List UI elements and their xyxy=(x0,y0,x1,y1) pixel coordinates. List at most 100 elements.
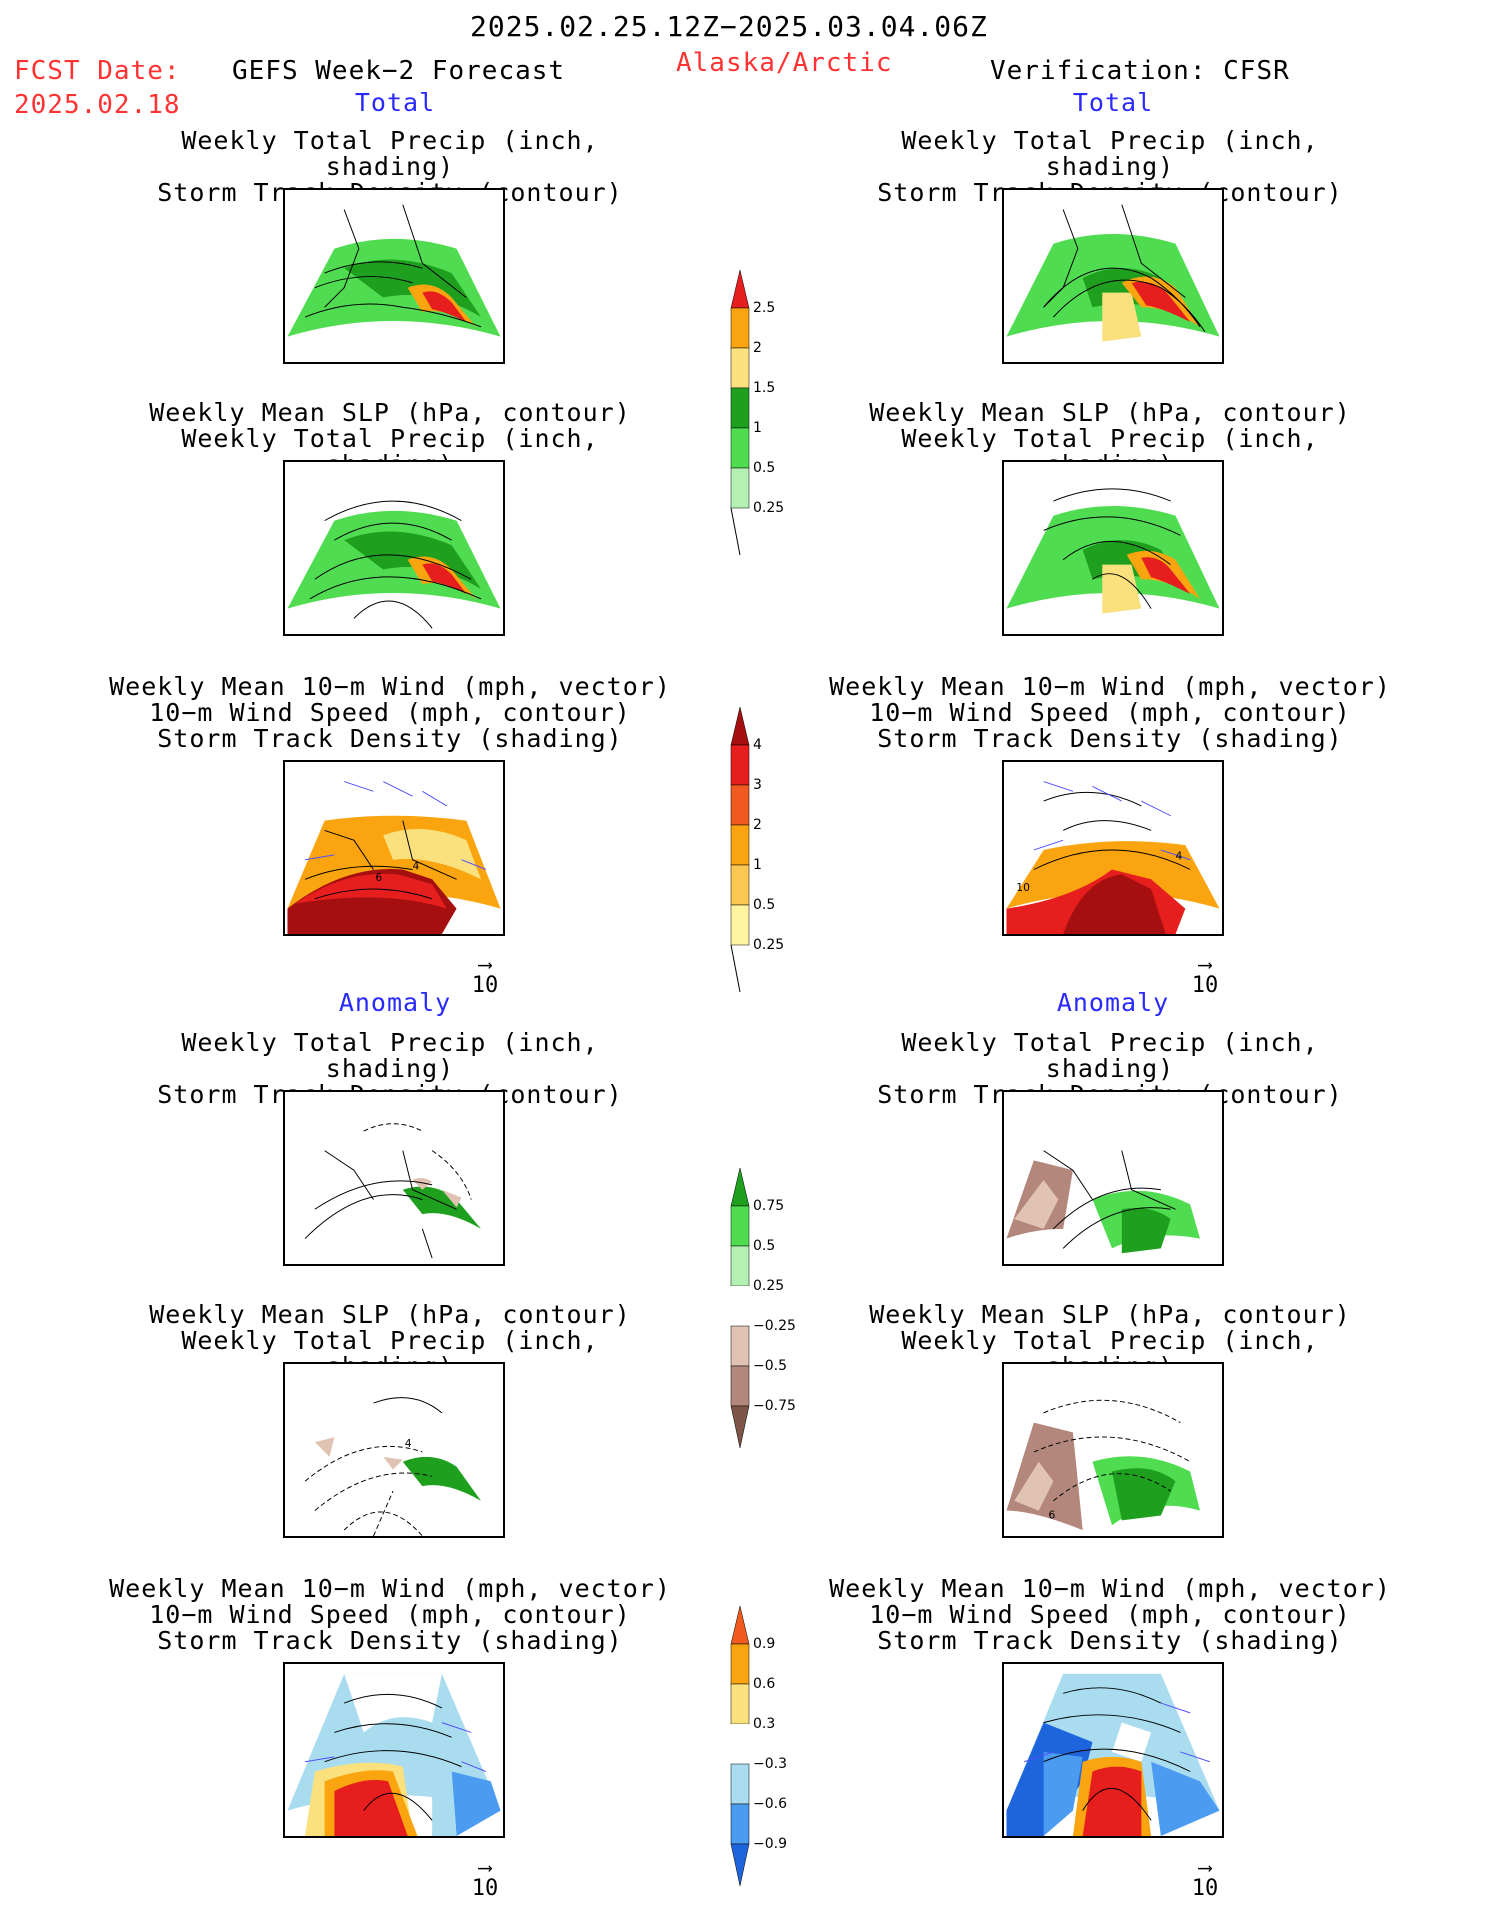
colorbar-tick: 1 xyxy=(753,857,762,873)
colorbar-tick: 0.5 xyxy=(753,1238,776,1254)
contour-label: 4 xyxy=(1176,850,1183,863)
title-line: Weekly Total Precip (inch, shading) xyxy=(181,1028,599,1083)
contour-label: 6 xyxy=(375,871,382,884)
colorbar-graphic xyxy=(730,1167,750,1449)
colorbar-tick: 0.9 xyxy=(753,1636,776,1652)
colorbar-tick: 0.3 xyxy=(753,1716,776,1732)
colorbar-tick: 2 xyxy=(753,817,762,833)
panel-title-fcst-slp-anom: Weekly Mean SLP (hPa, contour) Weekly To… xyxy=(130,1302,650,1380)
colorbar-tick: −0.6 xyxy=(753,1796,787,1812)
title-line: Storm Track Density (shading) xyxy=(157,724,623,753)
arrow-right-icon: ⟶ xyxy=(478,952,492,976)
title-line: 10−m Wind Speed (mph, contour) xyxy=(869,698,1351,727)
map-graphic xyxy=(1006,1150,1200,1254)
colorbar-precip-total: 2.5 2 1.5 1 0.5 0.25 xyxy=(725,269,805,560)
fcst-date-label: FCST Date: xyxy=(14,56,181,86)
colorbar-track-total: 4 3 2 1 0.5 0.25 xyxy=(725,706,805,997)
map-fcst-wind-total: 6 4 xyxy=(283,760,505,936)
map-fcst-wind-anom xyxy=(283,1662,505,1838)
colorbar-tick: −0.75 xyxy=(753,1398,796,1414)
vector-reference-value: 10 xyxy=(1191,1876,1219,1901)
title-line: Weekly Total Precip (inch, shading) xyxy=(901,126,1319,181)
map-graphic xyxy=(287,500,501,629)
contour-label: 6 xyxy=(1049,1508,1056,1521)
map-graphic xyxy=(287,1673,501,1836)
colorbar-tick: 1 xyxy=(753,420,762,436)
vector-reference-fcst-anom: ⟶ 10 xyxy=(460,1855,510,1901)
vector-reference-value: 10 xyxy=(471,1876,499,1901)
map-ver-wind-anom xyxy=(1002,1662,1224,1838)
title-line: 10−m Wind Speed (mph, contour) xyxy=(149,1600,631,1629)
map-graphic: 6 4 xyxy=(287,781,501,934)
arrow-right-icon: ⟶ xyxy=(1198,1855,1212,1879)
product-title: GEFS Week−2 Forecast xyxy=(232,56,566,86)
section-total-right: Total xyxy=(1072,88,1154,117)
colorbar-tick: 2 xyxy=(753,340,762,356)
panel-title-ver-wind-total: Weekly Mean 10−m Wind (mph, vector) 10−m… xyxy=(820,674,1400,752)
map-fcst-precip-total xyxy=(283,188,505,364)
section-anomaly-left: Anomaly xyxy=(338,988,452,1017)
vector-reference-fcst-total: ⟶ 10 xyxy=(460,952,510,998)
colorbar-tick: −0.25 xyxy=(753,1318,796,1334)
title-line: Storm Track Density (shading) xyxy=(877,724,1343,753)
map-graphic: 6 xyxy=(1006,1399,1200,1531)
map-ver-precip-total xyxy=(1002,188,1224,364)
contour-label: 10 xyxy=(1016,881,1030,894)
vector-reference-ver-anom: ⟶ 10 xyxy=(1180,1855,1230,1901)
colorbar-tick: 4 xyxy=(753,737,762,753)
colorbar-precip-anom: 0.75 0.5 0.25 −0.25 −0.5 −0.75 xyxy=(725,1167,815,1458)
title-line: Weekly Mean 10−m Wind (mph, vector) xyxy=(109,672,671,701)
colorbar-tick: 0.25 xyxy=(753,937,785,953)
map-graphic: 10 4 xyxy=(1006,781,1220,934)
colorbar-graphic xyxy=(730,269,750,556)
colorbar-track-anom: 0.9 0.6 0.3 −0.3 −0.6 −0.9 xyxy=(725,1605,815,1896)
map-graphic xyxy=(287,204,501,337)
map-ver-slp-total xyxy=(1002,460,1224,636)
title-line: Weekly Mean SLP (hPa, contour) xyxy=(869,398,1351,427)
colorbar-tick: 0.25 xyxy=(753,500,785,516)
arrow-right-icon: ⟶ xyxy=(1198,952,1212,976)
panel-title-fcst-wind-total: Weekly Mean 10−m Wind (mph, vector) 10−m… xyxy=(100,674,680,752)
colorbar-tick: 0.6 xyxy=(753,1676,776,1692)
colorbar-tick: 1.5 xyxy=(753,380,776,396)
map-graphic xyxy=(1006,488,1220,614)
section-total-left: Total xyxy=(354,88,436,117)
arrow-right-icon: ⟶ xyxy=(478,1855,492,1879)
map-graphic: 4 xyxy=(304,1397,481,1536)
map-ver-slp-anom: 6 xyxy=(1002,1362,1224,1538)
map-ver-precip-anom xyxy=(1002,1090,1224,1266)
colorbar-tick: −0.5 xyxy=(753,1358,787,1374)
section-anomaly-right: Anomaly xyxy=(1056,988,1170,1017)
panel-title-fcst-wind-anom: Weekly Mean 10−m Wind (mph, vector) 10−m… xyxy=(100,1576,680,1654)
map-fcst-slp-anom: 4 xyxy=(283,1362,505,1538)
title-line: Weekly Mean SLP (hPa, contour) xyxy=(149,398,631,427)
colorbar-graphic xyxy=(730,1605,750,1887)
colorbar-tick: −0.3 xyxy=(753,1756,787,1772)
colorbar-tick: 0.25 xyxy=(753,1278,785,1294)
map-fcst-precip-anom xyxy=(283,1090,505,1266)
colorbar-tick: 3 xyxy=(753,777,762,793)
colorbar-tick: 2.5 xyxy=(753,300,776,316)
colorbar-tick: −0.9 xyxy=(753,1836,787,1852)
map-graphic xyxy=(304,1123,481,1259)
title-line: Storm Track Density (shading) xyxy=(157,1626,623,1655)
title-line: Weekly Total Precip (inch, shading) xyxy=(901,1028,1319,1083)
title-line: Weekly Total Precip (inch, shading) xyxy=(181,1326,599,1380)
title-line: Storm Track Density (shading) xyxy=(877,1626,1343,1655)
map-graphic xyxy=(1006,1673,1220,1836)
fcst-date-value: 2025.02.18 xyxy=(14,90,181,120)
colorbar-tick: 0.5 xyxy=(753,897,776,913)
title-line: 10−m Wind Speed (mph, contour) xyxy=(149,698,631,727)
vector-reference-ver-total: ⟶ 10 xyxy=(1180,952,1230,998)
map-fcst-slp-total xyxy=(283,460,505,636)
title-line: Weekly Mean 10−m Wind (mph, vector) xyxy=(829,672,1391,701)
colorbar-tick: 0.5 xyxy=(753,460,776,476)
map-ver-wind-total: 10 4 xyxy=(1002,760,1224,936)
forecast-period-title: 2025.02.25.12Z−2025.03.04.06Z xyxy=(470,10,988,43)
contour-label: 4 xyxy=(413,860,420,873)
verification-title: Verification: CFSR xyxy=(990,56,1290,86)
title-line: 10−m Wind Speed (mph, contour) xyxy=(869,1600,1351,1629)
title-line: Weekly Mean SLP (hPa, contour) xyxy=(149,1300,631,1329)
contour-label: 4 xyxy=(405,1437,412,1450)
title-line: Weekly Mean SLP (hPa, contour) xyxy=(869,1300,1351,1329)
